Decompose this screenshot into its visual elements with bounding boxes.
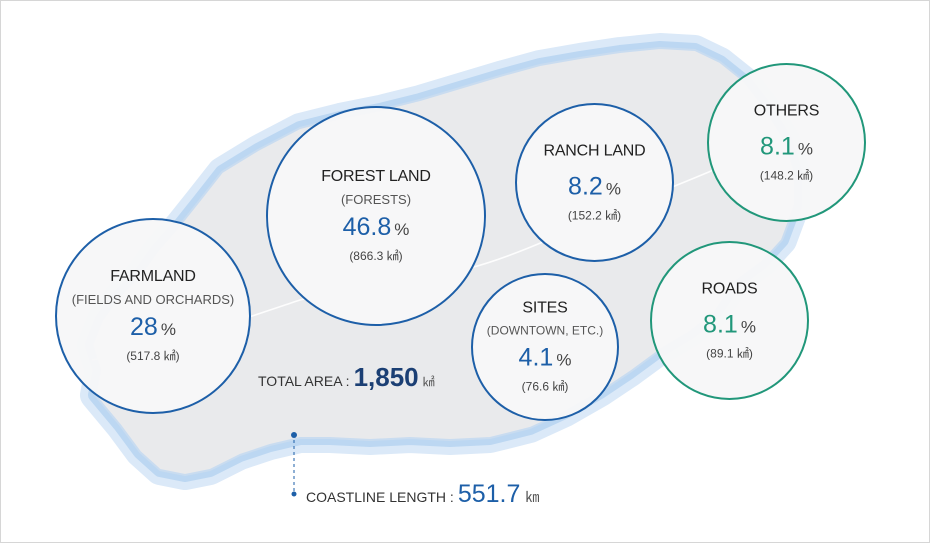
forest-land-area: (866.3 ㎢) xyxy=(268,247,484,264)
coastline-marker-dot xyxy=(291,432,297,438)
farmland-area: (517.8 ㎢) xyxy=(57,347,249,364)
coastline-unit: ㎞ xyxy=(525,489,539,505)
roads-circle: ROADS 8.1% (89.1 ㎢) xyxy=(650,241,809,400)
roads-title: ROADS xyxy=(652,280,807,298)
percent-unit: % xyxy=(606,179,621,198)
forest-land-circle: FOREST LAND (FORESTS) 46.8% (866.3 ㎢) xyxy=(266,106,486,326)
coastline-length: COASTLINE LENGTH :551.7 ㎞ xyxy=(306,480,539,509)
percent-unit: % xyxy=(394,220,409,239)
sites-percent: 4.1 xyxy=(519,344,554,372)
farmland-circle: FARMLAND (FIELDS AND ORCHARDS) 28% (517.… xyxy=(55,218,251,414)
farmland-percent: 28 xyxy=(130,313,158,341)
sites-title: SITES xyxy=(473,300,617,318)
ranch-land-percent: 8.2 xyxy=(568,172,603,200)
percent-unit: % xyxy=(798,139,813,158)
coastline-value: 551.7 xyxy=(458,480,521,508)
roads-area: (89.1 ㎢) xyxy=(652,344,807,361)
others-circle: OTHERS 8.1% (148.2 ㎢) xyxy=(707,63,866,222)
ranch-land-area: (152.2 ㎢) xyxy=(517,206,672,223)
others-percent: 8.1 xyxy=(760,132,795,160)
total-area-unit: ㎢ xyxy=(423,375,435,389)
ranch-land-title: RANCH LAND xyxy=(517,142,672,160)
forest-land-subtitle: (FORESTS) xyxy=(268,192,484,207)
others-title: OTHERS xyxy=(709,102,864,120)
coastline-end-dot xyxy=(292,492,297,497)
others-area: (148.2 ㎢) xyxy=(709,166,864,183)
coastline-label: COASTLINE LENGTH : xyxy=(306,489,454,505)
sites-area: (76.6 ㎢) xyxy=(473,378,617,395)
forest-land-title: FOREST LAND xyxy=(268,168,484,186)
percent-unit: % xyxy=(556,351,571,370)
forest-land-percent: 46.8 xyxy=(343,213,392,241)
total-area-label: TOTAL AREA : xyxy=(258,373,350,389)
sites-subtitle: (DOWNTOWN, ETC.) xyxy=(473,324,617,338)
percent-unit: % xyxy=(741,317,756,336)
ranch-land-circle: RANCH LAND 8.2% (152.2 ㎢) xyxy=(515,103,674,262)
roads-percent: 8.1 xyxy=(703,310,738,338)
farmland-title: FARMLAND xyxy=(57,268,249,286)
sites-circle: SITES (DOWNTOWN, ETC.) 4.1% (76.6 ㎢) xyxy=(471,273,619,421)
total-area-value: 1,850 xyxy=(354,362,419,392)
farmland-subtitle: (FIELDS AND ORCHARDS) xyxy=(57,292,249,307)
percent-unit: % xyxy=(161,320,176,339)
total-area: TOTAL AREA :1,850 ㎢ xyxy=(258,362,435,393)
